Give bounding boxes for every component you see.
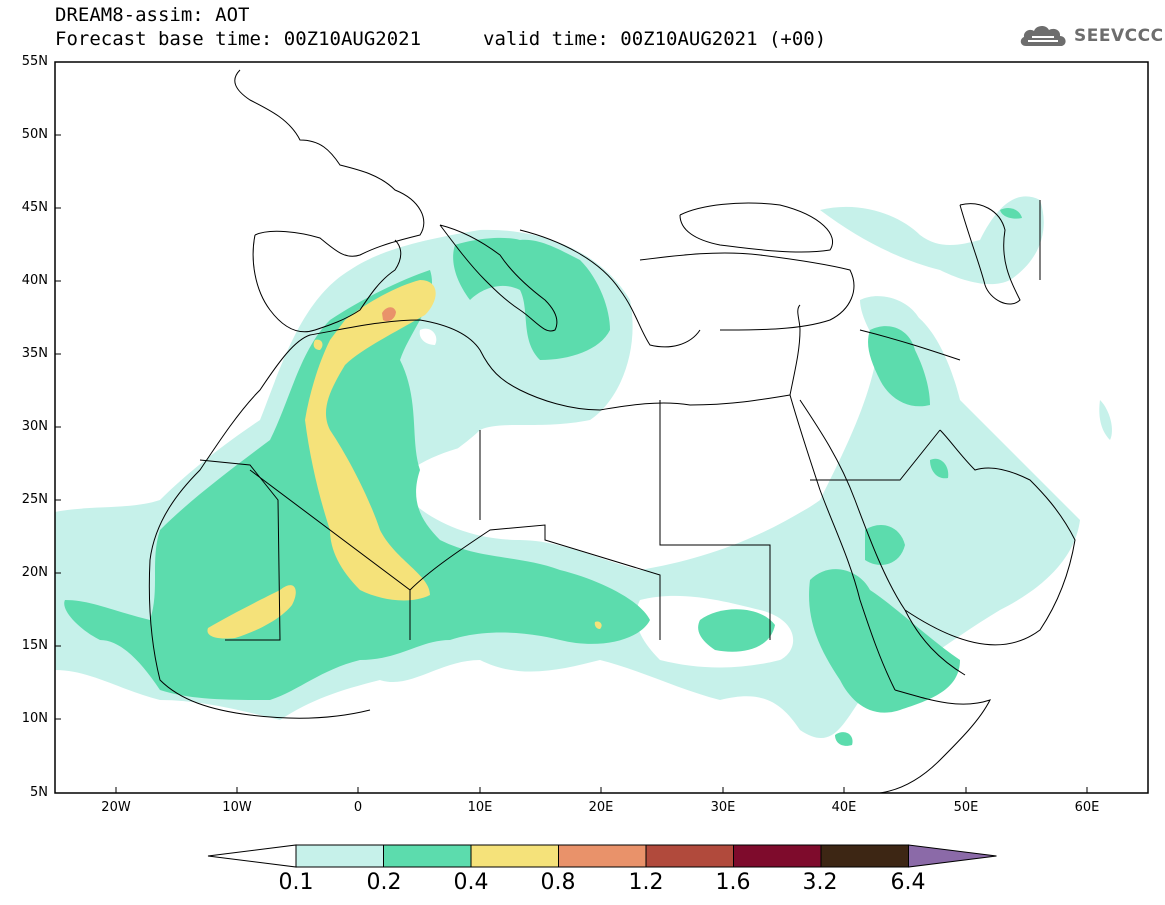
- lon-label-20e: 20E: [588, 800, 614, 815]
- lon-label-10e: 10E: [467, 800, 493, 815]
- colorbar-label-3.2: 3.2: [802, 870, 838, 895]
- lon-label-10w: 10W: [222, 800, 252, 815]
- colorbar-label-1.2: 1.2: [628, 870, 664, 895]
- colorbar-label-6.4: 6.4: [890, 870, 926, 895]
- lat-label-35n: 35N: [21, 346, 48, 361]
- lon-label-0: 0: [353, 800, 363, 815]
- cloud-icon: [1020, 25, 1066, 46]
- axis-ticks: [55, 61, 1088, 793]
- lat-label-55n: 55N: [21, 54, 48, 69]
- colorbar-label-0.2: 0.2: [366, 870, 402, 895]
- seevccc-logo: SEEVCCC: [1018, 22, 1164, 50]
- lat-label-25n: 25N: [21, 492, 48, 507]
- lat-label-15n: 15N: [21, 638, 48, 653]
- valid-time: valid time: 00Z10AUG2021 (+00): [483, 28, 827, 50]
- lat-label-20n: 20N: [21, 565, 48, 580]
- lon-label-60e: 60E: [1074, 800, 1100, 815]
- lon-label-50e: 50E: [953, 800, 979, 815]
- forecast-base-time: Forecast base time: 00Z10AUG2021: [55, 28, 422, 50]
- lon-label-40e: 40E: [831, 800, 857, 815]
- lat-label-45n: 45N: [21, 200, 48, 215]
- colorbar-label-0.4: 0.4: [453, 870, 489, 895]
- lon-label-30e: 30E: [710, 800, 736, 815]
- logo-text: SEEVCCC: [1074, 26, 1164, 46]
- lat-label-10n: 10N: [21, 711, 48, 726]
- lon-label-20w: 20W: [101, 800, 131, 815]
- coastlines: [148, 69, 1076, 793]
- lat-label-50n: 50N: [21, 127, 48, 142]
- lat-label-5n: 5N: [30, 785, 48, 800]
- aot-shading: [55, 196, 1112, 746]
- colorbar-label-0.1: 0.1: [278, 870, 314, 895]
- map-title: DREAM8-assim: AOT: [55, 4, 250, 26]
- colorbar-label-0.8: 0.8: [540, 870, 576, 895]
- colorbar-label-1.6: 1.6: [715, 870, 751, 895]
- lat-label-30n: 30N: [21, 419, 48, 434]
- lat-label-40n: 40N: [21, 273, 48, 288]
